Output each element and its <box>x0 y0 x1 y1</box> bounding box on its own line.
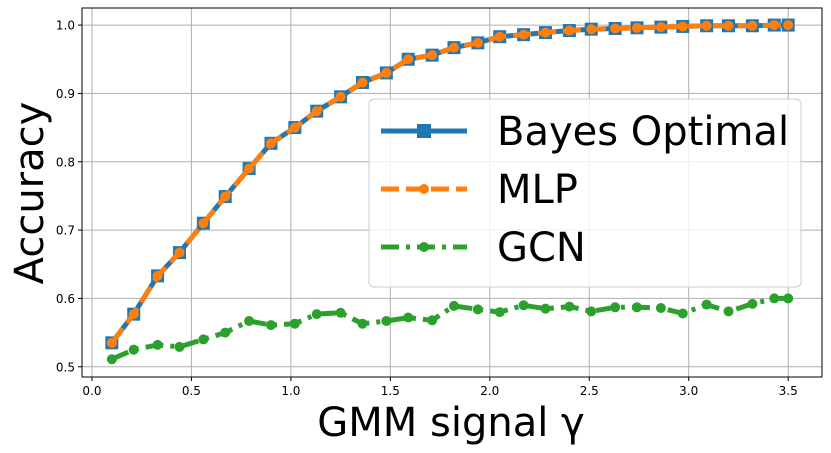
plot-frame <box>81 7 823 378</box>
data-point <box>403 54 414 65</box>
data-point <box>747 20 758 31</box>
data-point <box>610 23 621 34</box>
data-point <box>381 67 392 78</box>
data-point <box>494 31 505 42</box>
data-point <box>540 303 551 314</box>
data-point <box>747 298 758 309</box>
data-point <box>289 122 300 133</box>
x-tick-label: 2.0 <box>480 384 499 398</box>
data-point <box>540 27 551 38</box>
data-point <box>701 20 712 31</box>
data-point <box>472 304 483 315</box>
legend-marker <box>419 242 429 252</box>
legend-marker <box>419 184 429 194</box>
data-point <box>220 327 231 338</box>
data-point <box>335 307 346 318</box>
y-tick-label: 0.6 <box>56 292 75 306</box>
data-point <box>128 309 139 320</box>
data-point <box>677 21 688 32</box>
data-point <box>655 22 666 33</box>
data-point <box>152 270 163 281</box>
x-tick-label: 1.0 <box>281 384 300 398</box>
data-point <box>106 354 117 365</box>
legend-label: Bayes Optimal <box>497 109 789 155</box>
data-point <box>152 339 163 350</box>
data-point <box>632 22 642 33</box>
series-mlp <box>106 20 794 348</box>
data-point <box>472 37 483 48</box>
data-point <box>655 302 666 313</box>
data-point <box>244 315 255 326</box>
data-point <box>701 299 712 310</box>
data-point <box>677 308 688 319</box>
y-tick-label: 0.5 <box>56 360 75 374</box>
data-point <box>381 315 392 326</box>
legend-box <box>368 98 802 288</box>
data-point <box>335 91 346 102</box>
data-point <box>198 218 209 229</box>
x-tick-label: 3.5 <box>779 384 798 398</box>
data-point <box>610 302 621 313</box>
y-axis-title: Accuracy <box>7 102 53 285</box>
data-point <box>769 20 780 31</box>
data-point <box>769 293 780 304</box>
data-point <box>174 341 185 352</box>
legend-label: GCN <box>497 225 586 271</box>
data-point <box>403 312 414 323</box>
x-tick-label: 2.5 <box>580 384 599 398</box>
y-tick-label: 0.9 <box>56 87 75 101</box>
series-gcn <box>106 293 794 365</box>
data-point <box>586 306 597 317</box>
data-point <box>265 138 276 149</box>
legend-item-mlp: MLP <box>381 167 578 213</box>
data-point <box>427 50 438 61</box>
data-point <box>289 318 300 329</box>
y-tick-label: 0.7 <box>56 224 75 238</box>
data-point <box>357 77 368 88</box>
legend-item-bayes-optimal: Bayes Optimal <box>381 109 789 155</box>
data-point <box>311 106 322 117</box>
x-axis-ticks: 0.0 0.5 1.0 1.5 2.0 2.5 3.0 3.5 <box>82 377 798 398</box>
legend-item-gcn: GCN <box>381 225 586 271</box>
series-layer <box>105 18 795 365</box>
data-point <box>198 334 209 345</box>
data-point <box>174 247 185 258</box>
x-axis-title: GMM signal γ <box>317 400 584 446</box>
data-point <box>518 29 529 40</box>
data-point <box>783 293 794 304</box>
data-point <box>586 24 597 35</box>
data-point <box>128 344 139 355</box>
data-point <box>220 191 231 202</box>
data-point <box>494 307 505 318</box>
x-tick-label: 0.5 <box>182 384 201 398</box>
legend-label: MLP <box>497 167 578 213</box>
y-tick-label: 0.8 <box>56 155 75 169</box>
y-axis-ticks: 0.5 0.6 0.7 0.8 0.9 1.0 <box>56 19 82 374</box>
legend: Bayes Optimal MLP GCN <box>368 98 802 288</box>
data-point <box>564 301 575 312</box>
data-point <box>632 302 642 313</box>
data-point <box>265 320 276 331</box>
data-point <box>448 42 459 53</box>
data-point <box>783 20 794 31</box>
data-point <box>518 300 529 311</box>
x-tick-label: 3.0 <box>679 384 698 398</box>
x-tick-label: 1.5 <box>381 384 400 398</box>
data-point <box>723 306 734 317</box>
data-point <box>564 25 575 36</box>
data-point <box>448 300 459 311</box>
x-tick-label: 0.0 <box>82 384 101 398</box>
data-point <box>357 318 368 329</box>
y-tick-label: 1.0 <box>56 19 75 33</box>
data-point <box>244 163 255 174</box>
data-point <box>427 315 438 326</box>
data-point <box>723 20 734 31</box>
data-point <box>106 337 117 348</box>
data-point <box>311 309 322 320</box>
legend-marker <box>417 124 431 138</box>
